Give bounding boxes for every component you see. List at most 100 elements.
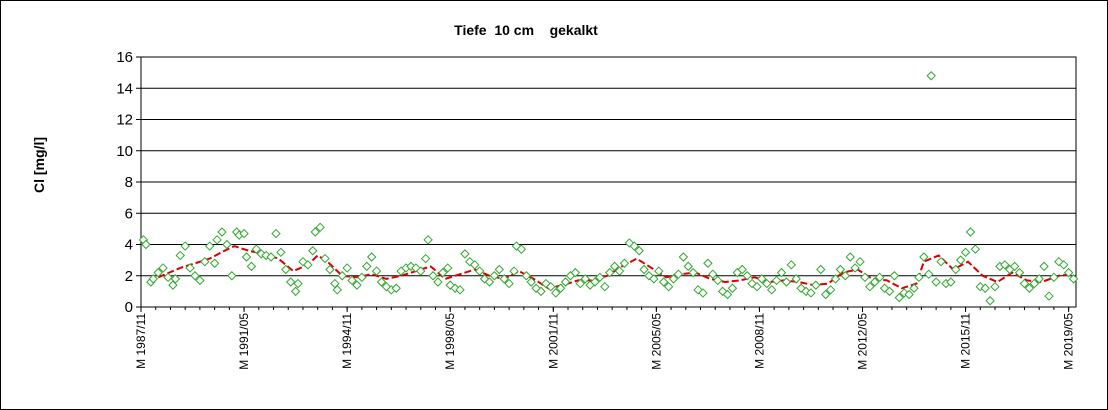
- data-point-marker: [217, 227, 227, 237]
- data-point-marker: [766, 285, 777, 295]
- data-point-marker: [560, 277, 571, 287]
- data-point-marker: [175, 250, 185, 261]
- data-point-marker: [600, 281, 610, 292]
- data-point-marker: [261, 250, 271, 261]
- data-point-marker: [894, 292, 905, 303]
- data-point-marker: [771, 275, 782, 286]
- data-point-marker: [445, 280, 455, 290]
- data-point-marker: [575, 278, 585, 289]
- data-point-marker: [1000, 260, 1010, 270]
- data-point-marker: [936, 256, 946, 267]
- data-point-marker: [924, 269, 934, 279]
- x-tick-label: M 1987/11: [134, 313, 148, 369]
- data-point-marker: [595, 272, 605, 283]
- data-point-marker: [757, 274, 767, 284]
- data-point-marker: [688, 267, 698, 278]
- data-point-marker: [835, 264, 846, 275]
- data-point-marker: [494, 264, 505, 275]
- data-point-marker: [899, 288, 909, 298]
- data-point-marker: [185, 263, 195, 273]
- data-point-marker: [526, 277, 536, 287]
- data-point-marker: [366, 252, 377, 262]
- data-point-marker: [1034, 274, 1044, 284]
- data-point-marker: [271, 228, 281, 239]
- data-point-marker: [811, 280, 821, 290]
- data-point-marker: [420, 253, 431, 264]
- series-line-moving-average: [157, 245, 1072, 290]
- data-point-marker: [722, 289, 733, 300]
- data-point-marker: [205, 241, 215, 251]
- data-point-marker: [673, 269, 684, 279]
- data-point-marker: [874, 272, 885, 283]
- data-point-marker: [342, 263, 352, 273]
- data-point-marker: [649, 274, 659, 284]
- data-point-marker: [470, 260, 480, 270]
- data-point-marker: [1068, 274, 1079, 284]
- data-point-marker: [180, 241, 190, 251]
- data-point-marker: [786, 260, 797, 270]
- data-point-marker: [580, 274, 590, 284]
- data-point-marker: [931, 277, 941, 287]
- x-tick-label: M 1998/05: [443, 313, 457, 370]
- data-point-marker: [1014, 267, 1025, 278]
- data-point-marker: [153, 267, 163, 278]
- data-point-marker: [742, 271, 752, 281]
- data-point-marker: [654, 266, 664, 276]
- data-point-marker: [865, 281, 875, 292]
- y-tick-label: 16: [116, 49, 133, 66]
- chart-title: Tiefe 10 cm gekalkt: [454, 22, 598, 38]
- data-point-marker: [870, 277, 880, 287]
- data-point-marker: [747, 278, 757, 289]
- data-point-marker: [951, 264, 961, 275]
- data-point-marker: [980, 283, 990, 293]
- data-point-marker: [303, 260, 313, 270]
- data-point-marker: [904, 289, 914, 300]
- data-point-marker: [776, 267, 787, 278]
- data-point-marker: [227, 271, 237, 281]
- data-point-marker: [428, 271, 438, 281]
- data-point-marker: [816, 264, 826, 275]
- y-tick-label: 12: [116, 112, 133, 129]
- data-point-marker: [406, 261, 416, 272]
- y-tick-label: 4: [125, 237, 133, 254]
- data-point-marker: [391, 283, 401, 293]
- data-point-marker: [659, 277, 669, 287]
- data-point-marker: [879, 283, 890, 293]
- data-point-marker: [246, 261, 257, 272]
- data-point-marker: [308, 246, 318, 256]
- x-tick-label: M 2012/05: [855, 313, 869, 370]
- data-point-marker: [703, 258, 713, 268]
- x-tick-label: M 2005/05: [649, 313, 663, 370]
- data-point-marker: [555, 283, 566, 293]
- data-point-marker: [489, 271, 500, 281]
- data-point-marker: [281, 264, 291, 275]
- data-point-marker: [362, 261, 372, 272]
- data-point-marker: [708, 269, 718, 279]
- data-point-marker: [791, 274, 801, 284]
- data-point-marker: [850, 263, 860, 273]
- data-point-marker: [985, 296, 995, 306]
- data-point-marker: [919, 252, 929, 262]
- data-point-marker: [209, 258, 220, 268]
- x-tick-label: M 2015/11: [959, 313, 973, 369]
- data-point-marker: [320, 253, 330, 264]
- data-point-marker: [909, 283, 919, 293]
- data-point-marker: [310, 227, 320, 237]
- data-point-marker: [668, 274, 679, 284]
- data-point-marker: [955, 255, 966, 265]
- data-point-marker: [727, 283, 738, 293]
- data-point-marker: [298, 256, 308, 267]
- data-point-marker: [1044, 291, 1054, 301]
- data-point-marker: [970, 244, 981, 254]
- data-point-marker: [337, 271, 347, 281]
- data-point-marker: [820, 289, 831, 300]
- data-point-marker: [325, 264, 335, 275]
- data-point-marker: [332, 285, 343, 295]
- data-point-marker: [499, 274, 509, 284]
- data-point-marker: [158, 263, 168, 273]
- data-point-marker: [926, 71, 936, 81]
- plot-border: [140, 56, 1077, 308]
- data-point-marker: [357, 272, 367, 283]
- data-point-marker: [222, 239, 232, 250]
- data-point-marker: [737, 264, 747, 275]
